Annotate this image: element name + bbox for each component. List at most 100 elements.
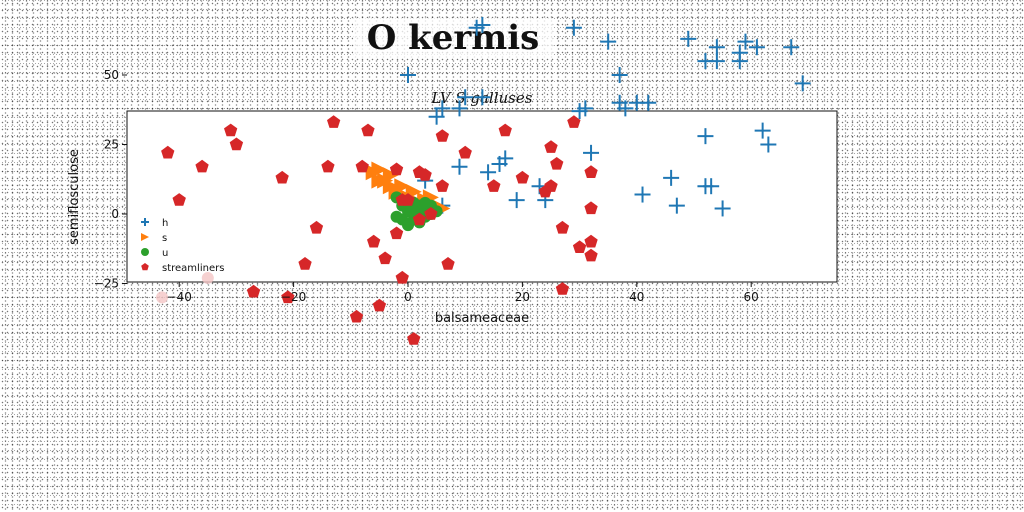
x-tick-label: 60 (744, 290, 759, 304)
point-u (424, 199, 437, 212)
point-h (577, 100, 594, 117)
point-streamliners (555, 282, 570, 295)
point-s (382, 167, 399, 184)
point-streamliners (515, 170, 530, 184)
point-streamliners (487, 179, 501, 192)
point-h (663, 169, 680, 186)
point-h (748, 39, 765, 56)
legend: hsu streamliners (141, 218, 224, 274)
point-streamliners (349, 309, 364, 323)
point-h (754, 122, 771, 139)
point-h (480, 164, 497, 181)
point-streamliners (229, 137, 244, 151)
point-h (508, 192, 525, 209)
point-streamliners (361, 123, 375, 137)
point-streamliners (275, 170, 289, 184)
point-streamliners (435, 179, 449, 192)
point-u (402, 219, 414, 232)
legend-swatch-s (141, 233, 149, 241)
point-h (737, 33, 754, 50)
legend-swatch-streamliners (141, 263, 149, 271)
point-h (434, 100, 451, 117)
point-h (617, 100, 634, 117)
point-h (474, 89, 491, 106)
point-h (680, 30, 697, 47)
point-streamliners (224, 123, 238, 137)
y-tick-label: −25 (94, 277, 119, 291)
point-streamliners (418, 168, 432, 181)
point-streamliners (435, 129, 449, 142)
point-h (634, 186, 651, 203)
point-h (760, 136, 777, 153)
y-axis-label: semiflosculose (67, 149, 82, 245)
point-streamliners (367, 234, 381, 248)
data-marks (156, 16, 811, 345)
point-streamliners (498, 123, 512, 137)
point-h (640, 94, 657, 111)
legend-label-s: s (162, 233, 167, 244)
y-tick-label: 50 (104, 68, 119, 82)
point-h (697, 128, 714, 145)
point-streamliners (584, 201, 598, 215)
point-h (668, 197, 685, 214)
point-h (783, 39, 800, 56)
point-streamliners (389, 226, 404, 240)
point-streamliners (424, 207, 438, 220)
x-tick-label: −20 (281, 290, 306, 304)
point-h (731, 53, 748, 70)
x-axis-ticks: −40 −20 0 20 40 60 (167, 282, 759, 304)
point-streamliners (401, 193, 415, 206)
x-tick-label: 40 (629, 290, 644, 304)
point-streamliners (555, 220, 570, 234)
point-s (371, 161, 388, 178)
point-streamliners (584, 234, 598, 248)
x-axis-label: balsameaceae (435, 311, 529, 326)
point-streamliners (389, 162, 404, 176)
point-streamliners (584, 165, 598, 178)
figure-suptitle: O kermis (353, 18, 553, 58)
legend-label-u: u (162, 248, 168, 259)
faded-point (156, 291, 169, 304)
x-tick-label: 20 (515, 290, 530, 304)
point-streamliners (395, 270, 409, 284)
legend-swatch-u (141, 248, 149, 256)
legend-swatch-h (141, 218, 149, 226)
point-h (451, 158, 468, 175)
point-streamliners (412, 212, 427, 226)
point-streamliners (441, 257, 455, 270)
point-h (611, 67, 628, 83)
plot-area (126, 110, 838, 283)
point-streamliners (281, 290, 295, 304)
series-streamliners (161, 115, 598, 345)
point-streamliners (161, 145, 175, 159)
point-h (497, 150, 514, 167)
point-h (708, 53, 725, 70)
point-streamliners (572, 240, 587, 253)
point-h (794, 75, 811, 92)
y-tick-label: 0 (111, 207, 119, 221)
point-h (451, 100, 468, 117)
point-h (457, 89, 474, 106)
point-streamliners (584, 248, 598, 262)
point-streamliners (246, 284, 261, 298)
point-streamliners (407, 332, 421, 345)
point-h (600, 33, 617, 50)
point-streamliners (378, 251, 392, 265)
point-h (708, 39, 725, 56)
point-streamliners (309, 220, 324, 234)
point-h (400, 67, 416, 83)
point-streamliners (195, 159, 209, 173)
point-h (703, 178, 720, 195)
x-tick-label: −40 (167, 290, 192, 304)
legend-label-streamliners: streamliners (162, 263, 224, 274)
point-s (394, 178, 411, 195)
point-h (714, 200, 731, 217)
point-streamliners (298, 257, 312, 270)
y-axis-ticks: −25 0 25 50 (94, 68, 127, 291)
point-h (565, 19, 582, 36)
faded-point (201, 271, 214, 284)
point-streamliners (544, 179, 558, 192)
point-u (390, 210, 403, 223)
point-streamliners (567, 115, 581, 128)
